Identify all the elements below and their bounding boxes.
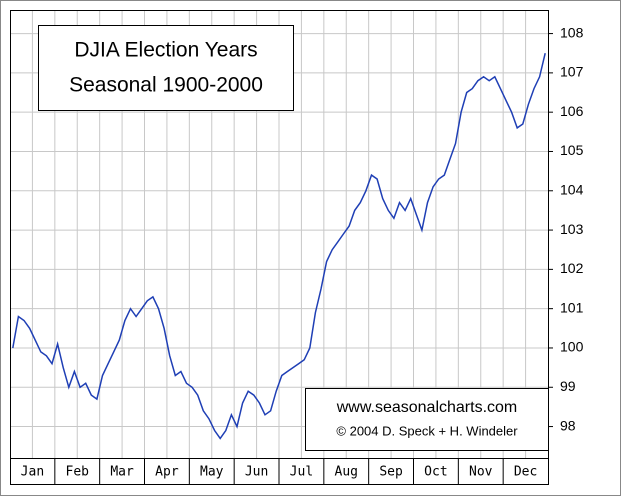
x-tick-label: Jun [245, 465, 268, 480]
x-tick-label: Feb [66, 465, 90, 480]
y-tick-label: 105 [560, 142, 584, 158]
x-tick-label: Mar [110, 465, 134, 480]
x-tick-label: Oct [424, 465, 447, 480]
chart-title: DJIA Election Years [74, 39, 257, 62]
x-tick-label: Jan [21, 465, 44, 480]
x-tick-label: Sep [379, 465, 403, 480]
x-tick-label: May [200, 465, 224, 480]
y-tick-label: 99 [560, 378, 576, 394]
line-series [12, 53, 546, 440]
annotation: © 2004 D. Speck + H. Windeler [336, 423, 518, 438]
x-tick-label: Jul [290, 465, 313, 480]
y-tick-label: 101 [560, 299, 584, 315]
x-tick-label: Aug [335, 465, 358, 480]
y-tick-label: 102 [560, 260, 584, 276]
y-tick-label: 107 [560, 64, 584, 80]
y-tick-label: 98 [560, 417, 576, 433]
credit-box [305, 388, 549, 451]
y-tick-label: 106 [560, 103, 584, 119]
x-tick-label: Apr [155, 465, 179, 480]
x-tick-label: Dec [514, 465, 537, 480]
y-tick-label: 108 [560, 24, 584, 40]
x-tick-label: Nov [469, 465, 493, 480]
annotation: www.seasonalcharts.com [336, 399, 518, 416]
title-box [38, 25, 294, 111]
y-tick-label: 103 [560, 221, 584, 237]
chart-title: Seasonal 1900-2000 [69, 74, 263, 97]
y-tick-label: 104 [560, 181, 584, 197]
y-tick-label: 100 [560, 339, 584, 355]
